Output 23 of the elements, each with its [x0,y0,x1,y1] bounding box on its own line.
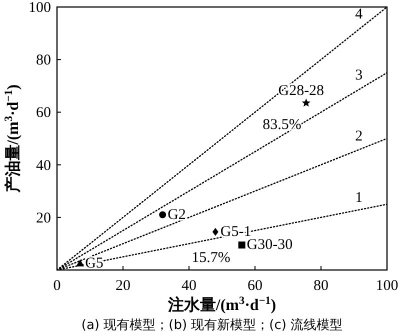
annotation: 83.5% [262,117,302,133]
x-tick-label: 0 [53,278,61,294]
annotation: 15.7% [192,250,230,266]
text: (a) 现有模型；(b) 现有新模型；(c) 流线模型 [81,317,343,333]
series-label: G28-28 [278,82,324,99]
y-tick-label: 80 [36,52,51,69]
series-label: 1 [355,190,363,206]
y-tick-label: 40 [36,158,51,174]
series-label: G30-30 [246,237,293,254]
series-label: 2 [355,128,363,145]
x-tick-label: 80 [314,278,328,294]
y-tick-label: 100 [28,0,51,16]
y-tick-label: 20 [36,210,51,226]
x-tick-label: 60 [248,278,262,294]
x-axis-title: 注水量/(m$^{3}$·d$^{−1}$) [166,295,276,314]
series-label: 4 [355,6,364,22]
series-label: G5-1 [220,224,252,240]
x-tick-label: 40 [182,278,196,294]
series-label: 3 [355,68,363,84]
x-tick-label: 20 [116,278,130,294]
y-tick-label: 60 [36,105,51,122]
series-label: G2 [168,206,186,223]
x-tick-label: 100 [376,278,398,294]
